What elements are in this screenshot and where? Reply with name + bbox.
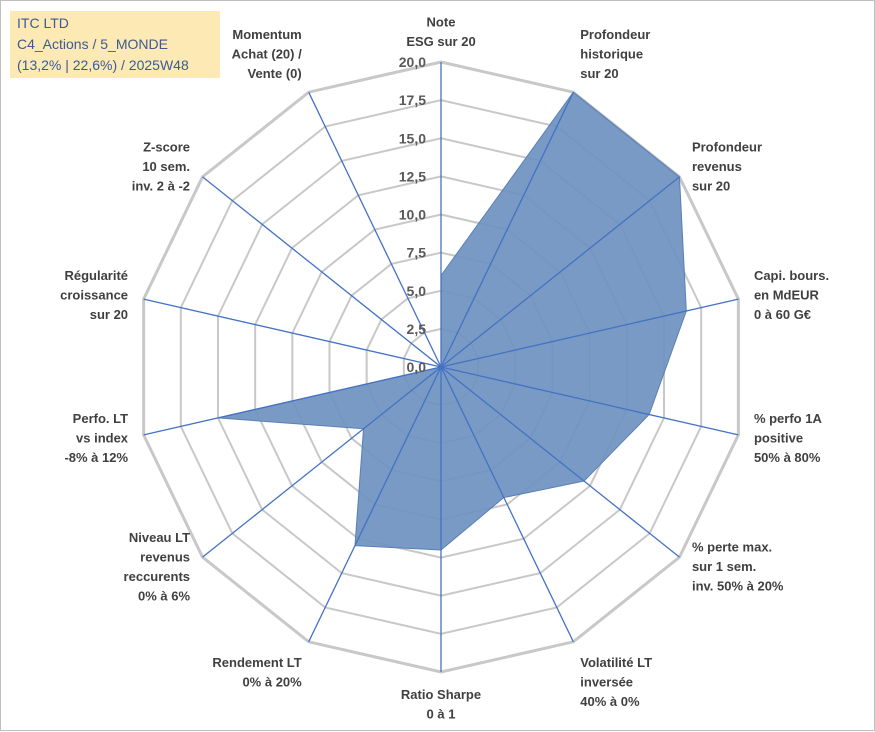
tick-label: 15,0 bbox=[399, 130, 426, 146]
category-label: Régularité croissance sur 20 bbox=[60, 268, 128, 322]
performance-week: (13,2% | 22,6%) / 2025W48 bbox=[17, 57, 189, 73]
tick-label: 2,5 bbox=[407, 321, 427, 337]
tick-label: 12,5 bbox=[399, 168, 426, 184]
tick-label: 17,5 bbox=[399, 92, 426, 108]
spoke-line bbox=[143, 366, 442, 436]
spoke-line bbox=[440, 176, 680, 368]
radar-axis-labels: Note ESG sur 20 Profondeur historique sur 20… bbox=[60, 15, 829, 722]
category-label: Note ESG sur 20 bbox=[406, 15, 475, 50]
tick-label: 10,0 bbox=[399, 207, 426, 223]
category-label: Capi. bours. en MdEUR 0 à 60 G€ bbox=[754, 268, 829, 322]
category-label: Z-score 10 sem. inv. 2 à -2 bbox=[132, 139, 190, 193]
spoke-line bbox=[202, 176, 442, 368]
category-label: % perte max. sur 1 sem. inv. 50% à 20% bbox=[692, 540, 784, 594]
spoke-line bbox=[308, 91, 442, 368]
spoke-line bbox=[440, 366, 574, 643]
radar-series bbox=[217, 91, 687, 551]
category-label: Ratio Sharpe 0 à 1 bbox=[401, 687, 481, 722]
radar-spokes bbox=[143, 62, 739, 672]
spoke-line bbox=[440, 366, 680, 558]
info-box: ITC LTD C4_Actions / 5_MONDE (13,2% | 22… bbox=[10, 11, 220, 78]
category-label: Volatilité LT inversée 40% à 0% bbox=[580, 655, 652, 709]
spoke-line bbox=[308, 366, 442, 643]
spoke-line bbox=[202, 366, 442, 558]
spoke-line bbox=[440, 366, 739, 436]
spoke-line bbox=[440, 298, 739, 368]
category-label: Profondeur historique sur 20 bbox=[580, 27, 650, 81]
tick-label: 0,0 bbox=[407, 359, 427, 375]
category-label: Profondeur revenus sur 20 bbox=[692, 139, 762, 193]
tick-label: 7,5 bbox=[407, 245, 427, 261]
company-name: ITC LTD bbox=[17, 15, 69, 31]
category-label: Momentum Achat (20) / Vente (0) bbox=[232, 27, 302, 81]
tick-label: 5,0 bbox=[407, 283, 427, 299]
series-area bbox=[217, 91, 687, 551]
portfolio-category: C4_Actions / 5_MONDE bbox=[17, 36, 168, 52]
spoke-line bbox=[440, 91, 574, 368]
spoke-line bbox=[143, 298, 442, 368]
radar-tick-labels: 0,0 2,5 5,0 7,5 10,0 12,5 15,0 17,5 20,0 bbox=[399, 54, 426, 375]
category-label: Niveau LT revenus reccurents 0% à 6% bbox=[124, 530, 191, 604]
tick-label: 20,0 bbox=[399, 54, 426, 70]
category-label: Perfo. LT vs index -8% à 12% bbox=[64, 411, 128, 465]
category-label: % perfo 1A positive 50% à 80% bbox=[754, 411, 823, 465]
category-label: Rendement LT 0% à 20% bbox=[212, 655, 302, 690]
